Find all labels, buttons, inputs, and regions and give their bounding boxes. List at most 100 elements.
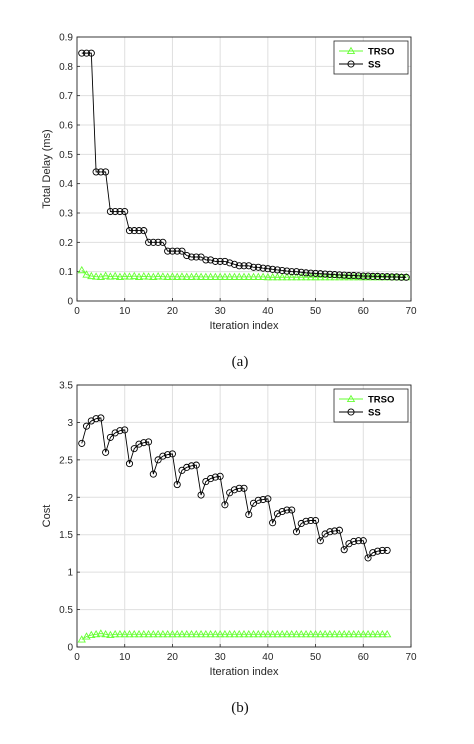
data-point [82, 49, 91, 57]
data-point [230, 486, 239, 494]
data-point [325, 629, 335, 638]
data-point [91, 272, 101, 280]
x-tick-label: 0 [74, 652, 80, 663]
data-point [263, 629, 273, 638]
data-point [383, 273, 391, 281]
data-point [153, 629, 163, 638]
data-point [201, 629, 211, 638]
data-point [221, 501, 229, 509]
data-point [268, 272, 277, 281]
data-point [139, 629, 148, 638]
plot-area [77, 385, 411, 647]
data-point [340, 546, 348, 554]
data-point [268, 629, 277, 638]
data-point [159, 452, 167, 460]
data-point [125, 629, 134, 638]
plot-area [77, 37, 411, 301]
data-point [196, 272, 206, 280]
y-tick-label: 0.5 [59, 150, 73, 161]
data-point [278, 507, 286, 516]
data-point [282, 629, 292, 638]
data-point [225, 272, 234, 280]
legend-marker [346, 394, 356, 402]
data-point [97, 168, 105, 176]
data-point [168, 629, 177, 638]
data-point [382, 629, 392, 638]
legend: TRSO SS [333, 40, 409, 75]
data-point [211, 272, 220, 280]
data-point [192, 461, 200, 469]
data-point [312, 269, 320, 277]
data-point [121, 426, 129, 434]
data-point [145, 438, 153, 446]
y-axis-label: Cost [41, 505, 53, 528]
data-point [369, 272, 377, 280]
data-point [354, 272, 363, 280]
y-tick-label: 3 [67, 418, 73, 429]
x-tick-label: 40 [262, 306, 274, 317]
y-tick-label: 0.1 [59, 267, 73, 278]
legend-marker [347, 408, 355, 416]
y-tick-label: 0.5 [59, 605, 73, 616]
legend-box [333, 40, 409, 75]
data-point [149, 470, 157, 478]
data-point [164, 247, 172, 255]
y-tick-label: 0.3 [59, 209, 73, 220]
data-point [216, 257, 224, 265]
data-point [364, 554, 372, 562]
data-point [374, 272, 382, 280]
y-tick-label: 0.2 [59, 238, 73, 249]
data-point [264, 495, 272, 503]
data-point [288, 268, 296, 276]
y-tick-label: 0.4 [59, 179, 73, 190]
data-point [249, 263, 258, 271]
data-point [330, 629, 339, 638]
data-point [302, 269, 310, 277]
data-point [173, 247, 181, 255]
data-point [120, 272, 129, 280]
data-point [91, 629, 101, 638]
data-point [359, 272, 367, 280]
data-point [301, 272, 311, 281]
data-point [230, 272, 239, 280]
data-point [182, 629, 191, 638]
data-point [202, 256, 210, 264]
data-point [278, 266, 286, 275]
data-point [235, 484, 243, 492]
legend-label: TRSO [368, 47, 394, 58]
data-point [287, 272, 296, 281]
data-point [316, 270, 324, 278]
data-point [145, 238, 153, 246]
data-point [211, 257, 219, 265]
data-point [106, 272, 115, 280]
data-point [87, 271, 96, 280]
data-point [239, 272, 249, 280]
data-point [273, 629, 282, 638]
data-point [130, 445, 138, 453]
data-point [350, 271, 358, 280]
x-tick-label: 10 [119, 306, 131, 317]
data-point [177, 272, 187, 280]
data-point [359, 629, 368, 638]
data-point [378, 629, 387, 638]
data-point [168, 247, 176, 255]
data-point [307, 269, 315, 277]
data-point [363, 629, 373, 638]
y-tick-label: 0 [67, 297, 73, 308]
data-point [282, 272, 292, 281]
data-point [245, 510, 253, 519]
data-point [207, 256, 215, 264]
data-point [287, 629, 296, 638]
data-point [192, 272, 201, 280]
data-point [354, 629, 363, 638]
data-point [235, 629, 244, 638]
data-point [269, 265, 277, 273]
data-point [259, 264, 267, 272]
legend: TRSO SS [333, 388, 409, 423]
data-point [215, 629, 225, 638]
data-point [320, 629, 330, 638]
data-point [225, 629, 234, 638]
data-point [235, 262, 243, 270]
data-point [192, 629, 201, 638]
